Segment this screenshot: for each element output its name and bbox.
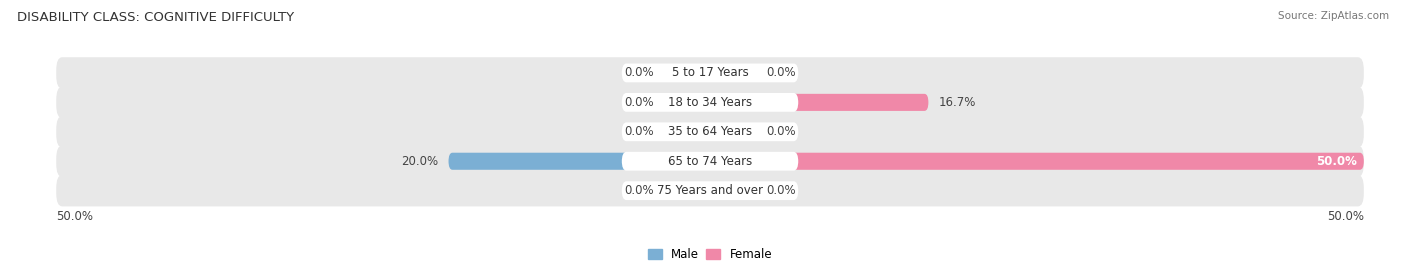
FancyBboxPatch shape (621, 93, 799, 112)
FancyBboxPatch shape (664, 94, 710, 111)
Text: 75 Years and over: 75 Years and over (657, 184, 763, 197)
Text: 50.0%: 50.0% (1327, 210, 1364, 223)
Text: 0.0%: 0.0% (766, 184, 796, 197)
FancyBboxPatch shape (710, 182, 756, 199)
Text: 35 to 64 Years: 35 to 64 Years (668, 125, 752, 138)
Text: 50.0%: 50.0% (56, 210, 93, 223)
FancyBboxPatch shape (449, 153, 710, 170)
Text: 0.0%: 0.0% (624, 184, 654, 197)
FancyBboxPatch shape (664, 182, 710, 199)
FancyBboxPatch shape (710, 153, 1364, 170)
FancyBboxPatch shape (710, 123, 756, 140)
FancyBboxPatch shape (664, 64, 710, 82)
FancyBboxPatch shape (621, 122, 799, 141)
FancyBboxPatch shape (621, 63, 799, 82)
FancyBboxPatch shape (56, 146, 1364, 177)
Text: 0.0%: 0.0% (624, 96, 654, 109)
FancyBboxPatch shape (56, 116, 1364, 147)
Text: 65 to 74 Years: 65 to 74 Years (668, 155, 752, 168)
FancyBboxPatch shape (710, 94, 928, 111)
FancyBboxPatch shape (621, 152, 799, 171)
Text: 0.0%: 0.0% (624, 66, 654, 79)
Text: Source: ZipAtlas.com: Source: ZipAtlas.com (1278, 11, 1389, 21)
Text: 0.0%: 0.0% (766, 66, 796, 79)
Legend: Male, Female: Male, Female (645, 246, 775, 263)
Text: 0.0%: 0.0% (766, 125, 796, 138)
FancyBboxPatch shape (56, 57, 1364, 89)
Text: 5 to 17 Years: 5 to 17 Years (672, 66, 748, 79)
FancyBboxPatch shape (621, 181, 799, 200)
Text: 16.7%: 16.7% (939, 96, 976, 109)
Text: 18 to 34 Years: 18 to 34 Years (668, 96, 752, 109)
Text: DISABILITY CLASS: COGNITIVE DIFFICULTY: DISABILITY CLASS: COGNITIVE DIFFICULTY (17, 11, 294, 24)
FancyBboxPatch shape (56, 175, 1364, 206)
Text: 50.0%: 50.0% (1316, 155, 1357, 168)
Text: 20.0%: 20.0% (401, 155, 439, 168)
FancyBboxPatch shape (710, 64, 756, 82)
FancyBboxPatch shape (56, 87, 1364, 118)
FancyBboxPatch shape (664, 123, 710, 140)
Text: 0.0%: 0.0% (624, 125, 654, 138)
